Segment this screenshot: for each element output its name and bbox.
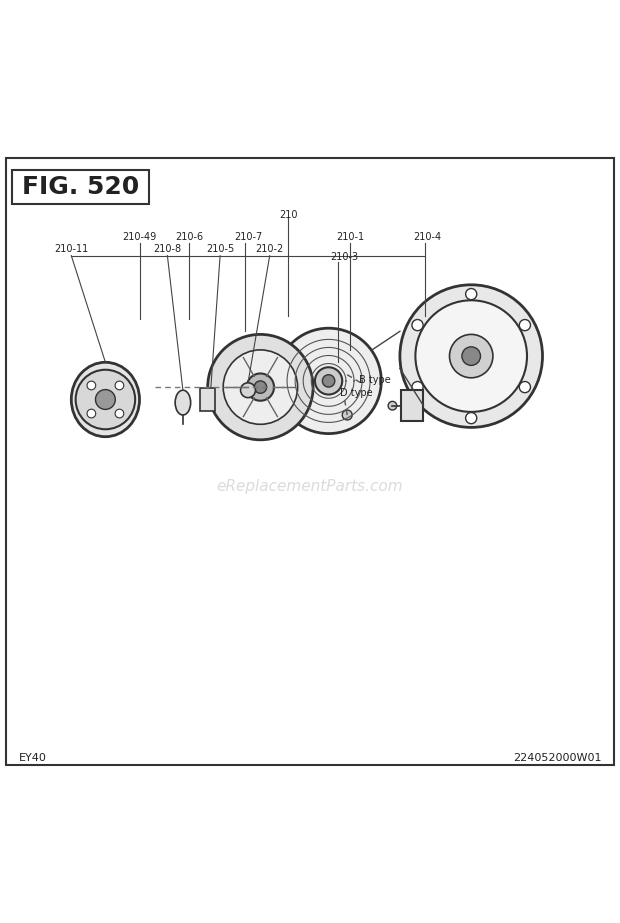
Ellipse shape [71, 363, 140, 437]
Circle shape [450, 334, 493, 378]
Text: 210-5: 210-5 [206, 245, 234, 255]
Circle shape [87, 409, 95, 418]
Text: 210: 210 [279, 210, 298, 220]
Circle shape [315, 367, 342, 394]
Text: 210-49: 210-49 [122, 232, 157, 242]
Circle shape [322, 375, 335, 387]
Text: EY40: EY40 [19, 753, 46, 763]
Circle shape [466, 289, 477, 300]
Circle shape [388, 402, 397, 410]
Circle shape [76, 370, 135, 429]
Circle shape [412, 319, 423, 330]
Circle shape [95, 390, 115, 410]
Circle shape [520, 381, 531, 392]
Circle shape [87, 381, 95, 390]
Circle shape [276, 329, 381, 434]
Text: 210-1: 210-1 [336, 232, 365, 242]
Text: D type: D type [340, 389, 373, 399]
Circle shape [241, 383, 255, 398]
Circle shape [400, 285, 542, 427]
Circle shape [412, 381, 423, 392]
FancyBboxPatch shape [12, 170, 149, 204]
Text: 210-7: 210-7 [234, 232, 262, 242]
Text: 210-8: 210-8 [153, 245, 182, 255]
Ellipse shape [175, 390, 190, 415]
Text: 210-3: 210-3 [330, 252, 358, 262]
Circle shape [208, 334, 313, 439]
Circle shape [115, 409, 124, 418]
Text: 210-6: 210-6 [175, 232, 203, 242]
Text: 224052000W01: 224052000W01 [513, 753, 601, 763]
Text: FIG. 520: FIG. 520 [22, 175, 140, 199]
Text: 210-11: 210-11 [54, 245, 89, 255]
Circle shape [466, 413, 477, 424]
Bar [401, 390, 423, 421]
Text: B type: B type [359, 375, 391, 385]
Circle shape [520, 319, 531, 330]
Bar [200, 389, 215, 411]
Text: 210-4: 210-4 [414, 232, 442, 242]
Circle shape [415, 300, 527, 412]
Circle shape [342, 410, 352, 420]
Circle shape [254, 381, 267, 393]
Circle shape [115, 381, 124, 390]
Text: eReplacementParts.com: eReplacementParts.com [216, 479, 404, 494]
Circle shape [247, 374, 274, 401]
Circle shape [462, 347, 480, 366]
Circle shape [223, 350, 298, 425]
Text: 210-2: 210-2 [255, 245, 284, 255]
